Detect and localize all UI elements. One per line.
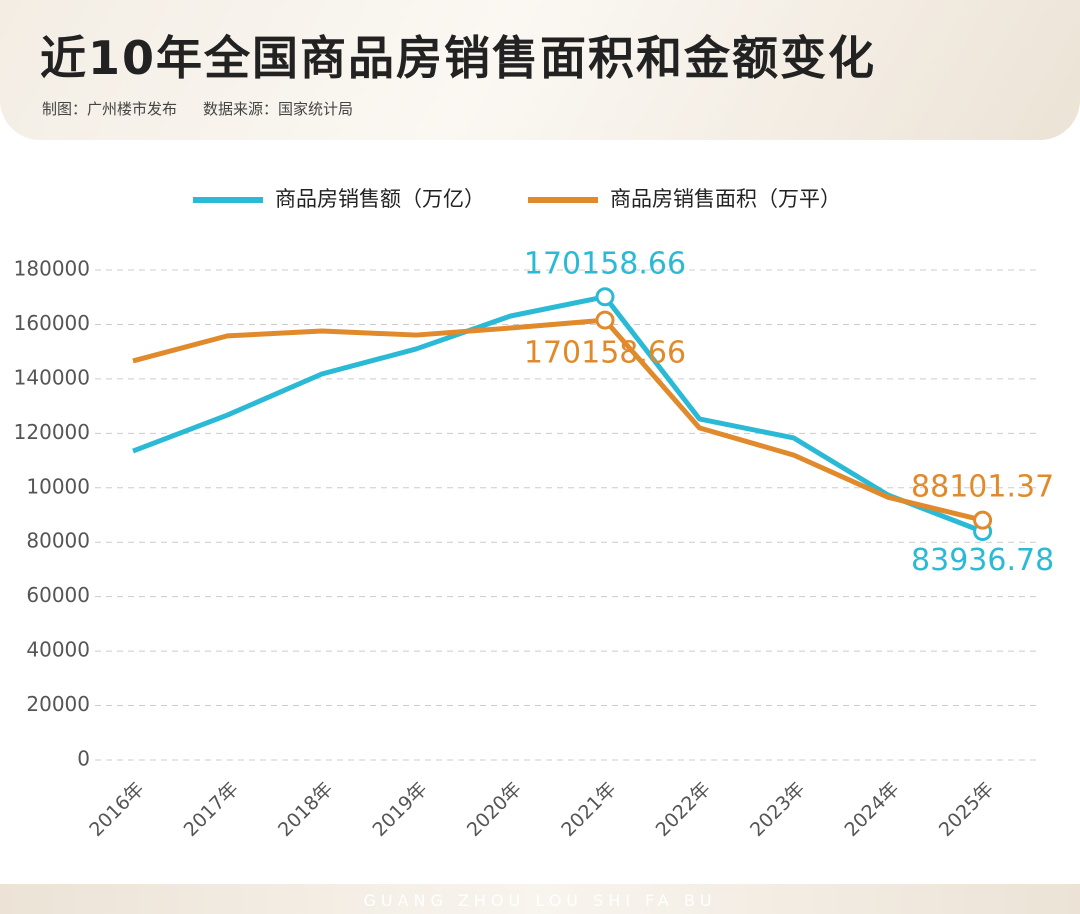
header: 近10年全国商品房销售面积和金额变化 制图：广州楼市发布 数据来源：国家统计局: [0, 0, 1080, 140]
data-label: 83936.78: [911, 543, 1054, 578]
series-line: [132, 294, 984, 534]
y-tick-label: 40000: [26, 638, 90, 662]
x-tick-label: 2024年: [840, 778, 903, 841]
y-tick-label: 10000: [26, 474, 90, 498]
data-label: 88101.37: [911, 470, 1054, 505]
x-tick-label: 2019年: [368, 778, 431, 841]
x-tick-label: 2018年: [274, 778, 337, 841]
point-marker: [973, 510, 993, 530]
point-marker: [595, 287, 615, 307]
y-tick-label: 120000: [14, 420, 90, 444]
title: 近10年全国商品房销售面积和金额变化: [40, 31, 877, 85]
source: 数据来源：国家统计局: [203, 100, 354, 118]
series-line: [132, 317, 984, 523]
point-marker: [595, 310, 615, 330]
annotation: 170158.66: [524, 336, 686, 371]
data-label: 170158.66: [524, 246, 686, 281]
credit: 制图：广州楼市发布: [42, 100, 178, 118]
x-tick-label: 2020年: [463, 778, 526, 841]
chart: 0 20000 40000 60000 80000 10000 120000 140000 16…: [14, 187, 1055, 841]
subtitle: 制图：广州楼市发布 数据来源：国家统计局: [42, 98, 379, 119]
x-tick-label: 2022年: [652, 778, 715, 841]
y-tick-label: 160000: [14, 311, 90, 335]
y-tick-label: 0: [77, 747, 90, 771]
y-tick-label: 80000: [26, 529, 90, 553]
legend-label: 商品房销售面积（万平）: [610, 187, 841, 211]
footer: GUANG ZHOU LOU SHI FA BU: [0, 884, 1080, 914]
x-tick-label: 2016年: [85, 778, 148, 841]
y-tick-label: 140000: [14, 365, 90, 389]
y-tick-label: 180000: [14, 257, 90, 281]
legend-label: 商品房销售额（万亿）: [275, 187, 485, 211]
x-tick-label: 2017年: [180, 778, 243, 841]
x-tick-label: 2025年: [935, 778, 998, 841]
y-tick-label: 20000: [26, 692, 90, 716]
y-tick-label: 60000: [26, 583, 90, 607]
x-tick-label: 2021年: [557, 778, 620, 841]
x-tick-label: 2023年: [746, 778, 809, 841]
